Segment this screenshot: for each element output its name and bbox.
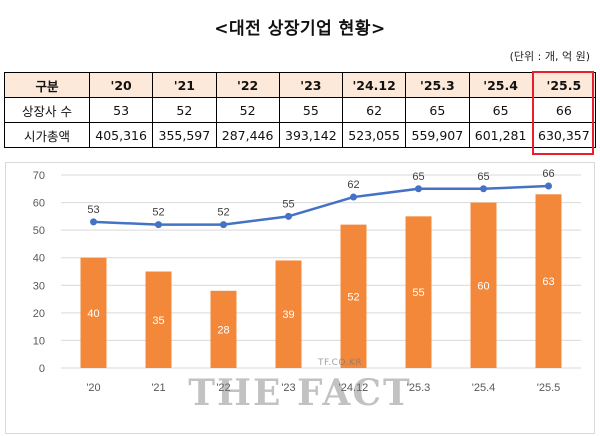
line-value-label: 66 [542, 168, 554, 180]
y-tick-label: 0 [39, 363, 45, 375]
bar [535, 194, 562, 368]
table-cell: 559,907 [405, 122, 470, 148]
bar-value-label: 35 [152, 315, 164, 327]
line-point [285, 212, 292, 220]
x-tick-label: '20 [86, 382, 100, 394]
bar-value-label: 40 [87, 308, 99, 320]
table-cell: 52 [215, 97, 280, 123]
chart-frame: 0 10 20 30 40 50 60 70 40 35 28 39 52 55 60 63 53 52 52 55 6… [5, 162, 595, 434]
y-tick-label: 70 [33, 170, 45, 182]
table-cell: 52 [152, 97, 217, 123]
bar-value-label: 60 [477, 280, 489, 292]
x-tick-label: '25.5 [537, 382, 561, 394]
bar [275, 260, 302, 368]
table-cell: 66 [531, 97, 597, 123]
table-header-label: 구분 [4, 72, 90, 98]
bar-value-label: 52 [347, 291, 359, 303]
x-tick-label: '24.12 [339, 382, 369, 394]
table-header-cell: '23 [278, 72, 344, 98]
bar-value-label: 63 [542, 276, 554, 288]
table-cell: 287,446 [215, 122, 280, 148]
table-row-label: 상장사 수 [4, 97, 90, 123]
table-row: 시가총액 405,316 355,597 287,446 393,142 523,055 5… [4, 122, 597, 148]
line-point [155, 221, 162, 229]
table-cell: 601,281 [468, 122, 533, 148]
table-header-cell: '25.4 [468, 72, 533, 98]
bar-value-label: 55 [412, 287, 424, 299]
watermark-url: TF.CO.KR [318, 358, 363, 368]
watermark-logo: THE FACT [188, 372, 412, 414]
y-tick-label: 30 [33, 280, 45, 292]
table-header-cell: '25.5 [531, 72, 597, 98]
table-header-cell: '25.3 [405, 72, 470, 98]
table-cell: 62 [341, 97, 407, 123]
line-value-label: 62 [347, 179, 359, 191]
summary-table: 구분 '20'21'22'23'24.12'25.3'25.4'25.5 상장사 수… [4, 72, 597, 148]
line-value-label: 65 [412, 171, 424, 183]
table-cell: 65 [405, 97, 470, 123]
y-tick-label: 10 [33, 335, 45, 347]
line-value-label: 52 [152, 207, 164, 219]
x-tick-label: '22 [216, 382, 230, 394]
line-value-label: 55 [282, 198, 294, 210]
bar [340, 224, 367, 368]
table-header-cell: '21 [152, 72, 217, 98]
line-point [545, 182, 552, 190]
table-row-label: 시가총액 [4, 122, 90, 148]
bar [145, 271, 172, 368]
table-header-cell: '22 [215, 72, 280, 98]
table-cell: 523,055 [341, 122, 407, 148]
line-point [480, 185, 487, 193]
bar-value-label: 39 [282, 309, 294, 321]
unit-note: (단위 : 개, 억 원) [509, 50, 590, 63]
table-cell: 393,142 [278, 122, 344, 148]
page-title: <대전 상장기업 현황> [214, 19, 386, 39]
line-point [350, 193, 357, 201]
table-cell: 405,316 [88, 122, 154, 148]
table-cell: 355,597 [152, 122, 217, 148]
x-tick-label: '25.4 [472, 382, 496, 394]
x-tick-label: '23 [281, 382, 295, 394]
line-value-label: 65 [477, 171, 489, 183]
x-tick-label: '21 [151, 382, 165, 394]
line-point [415, 185, 422, 193]
table-header-cell: '24.12 [341, 72, 407, 98]
line-value-label: 52 [217, 207, 229, 219]
table-header-row: 구분 '20'21'22'23'24.12'25.3'25.4'25.5 [4, 72, 597, 98]
line-point [220, 221, 227, 229]
table-row: 상장사 수 53 52 52 55 62 65 65 66 [4, 97, 597, 123]
bar [80, 257, 107, 368]
y-tick-label: 50 [33, 225, 45, 237]
combo-chart: 0 10 20 30 40 50 60 70 40 35 28 39 52 55 60 63 53 52 52 55 6… [33, 168, 581, 394]
table-header-cell: '20 [88, 72, 154, 98]
bar-value-label: 28 [217, 324, 229, 336]
y-tick-label: 40 [33, 253, 45, 265]
table-cell: 630,357 [531, 122, 597, 148]
bar [470, 202, 497, 368]
y-tick-label: 20 [33, 308, 45, 320]
bar [405, 216, 432, 368]
x-tick-label: '25.3 [407, 382, 431, 394]
line-value-label: 53 [87, 204, 99, 216]
table-cell: 65 [468, 97, 533, 123]
table-cell: 55 [278, 97, 344, 123]
y-tick-label: 60 [33, 198, 45, 210]
line-point [90, 218, 97, 226]
table-cell: 53 [88, 97, 154, 123]
series-line [93, 184, 549, 226]
bar [210, 290, 237, 368]
